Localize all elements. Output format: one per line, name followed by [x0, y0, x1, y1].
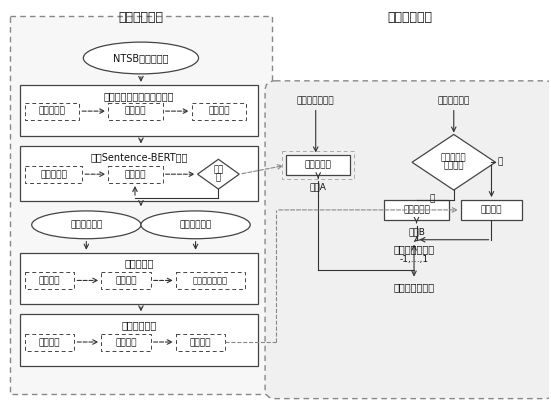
Text: 余弦相似度计算: 余弦相似度计算 [393, 245, 435, 255]
Text: 超参数设置: 超参数设置 [40, 170, 67, 179]
FancyBboxPatch shape [108, 166, 163, 183]
Polygon shape [412, 134, 495, 190]
FancyBboxPatch shape [20, 253, 258, 304]
Polygon shape [198, 159, 239, 189]
FancyBboxPatch shape [265, 81, 551, 399]
Text: 否: 否 [429, 194, 435, 203]
Text: 微调Sentence-BERT模型: 微调Sentence-BERT模型 [90, 152, 188, 162]
Text: 提取解释句: 提取解释句 [125, 259, 154, 269]
Text: 文本预处理: 文本预处理 [39, 107, 66, 115]
Text: 跨语言模型: 跨语言模型 [305, 161, 332, 170]
Text: 计算词典向量: 计算词典向量 [121, 320, 156, 330]
Text: 余弦相似度计算: 余弦相似度计算 [193, 276, 228, 286]
FancyBboxPatch shape [176, 334, 225, 351]
Text: 标签计算: 标签计算 [125, 107, 146, 115]
Text: 向量表示: 向量表示 [115, 276, 137, 286]
Text: 输出排序结果集: 输出排序结果集 [393, 282, 435, 292]
FancyBboxPatch shape [20, 146, 258, 201]
FancyBboxPatch shape [286, 155, 350, 175]
FancyBboxPatch shape [25, 273, 74, 290]
Text: 航空专业术语: 航空专业术语 [70, 220, 102, 229]
Text: 词典向量: 词典向量 [480, 205, 503, 215]
FancyBboxPatch shape [192, 103, 246, 119]
FancyBboxPatch shape [25, 334, 74, 351]
FancyBboxPatch shape [101, 334, 151, 351]
Text: 系统构建阶段: 系统构建阶段 [118, 11, 164, 24]
Text: 向量B: 向量B [408, 227, 425, 236]
FancyBboxPatch shape [101, 273, 151, 290]
FancyBboxPatch shape [10, 16, 272, 394]
Text: 实际应用阶段: 实际应用阶段 [387, 11, 433, 24]
FancyBboxPatch shape [108, 103, 163, 119]
Text: 样本选取: 样本选取 [208, 107, 230, 115]
Text: 是: 是 [498, 158, 503, 167]
Text: 模型训练: 模型训练 [125, 170, 146, 179]
Ellipse shape [141, 211, 250, 239]
Text: -1,…,1: -1,…,1 [399, 255, 429, 264]
Text: NTSB航空数据库: NTSB航空数据库 [113, 53, 169, 63]
FancyBboxPatch shape [176, 273, 245, 290]
FancyBboxPatch shape [20, 314, 258, 366]
FancyBboxPatch shape [384, 200, 449, 220]
Text: 收敛: 收敛 [213, 166, 224, 175]
Text: 报告分割: 报告分割 [39, 276, 60, 286]
Text: 中文查询语句: 中文查询语句 [437, 96, 470, 105]
Text: 英文事故报告库: 英文事故报告库 [297, 96, 334, 105]
Text: 阈值选取: 阈值选取 [39, 338, 60, 347]
Text: 发生阶段或: 发生阶段或 [441, 154, 467, 163]
Text: 对应事故报告: 对应事故报告 [180, 220, 212, 229]
Text: 词典构建: 词典构建 [115, 338, 137, 347]
FancyBboxPatch shape [20, 85, 258, 136]
FancyBboxPatch shape [25, 166, 82, 183]
Text: 跨语言模型: 跨语言模型 [403, 205, 430, 215]
Text: 事故类型: 事故类型 [444, 162, 464, 171]
Text: 向量A: 向量A [310, 182, 327, 192]
Text: 否: 否 [216, 174, 221, 183]
Ellipse shape [32, 211, 141, 239]
Text: 加权平均: 加权平均 [190, 338, 211, 347]
FancyBboxPatch shape [461, 200, 522, 220]
FancyBboxPatch shape [25, 103, 79, 119]
Ellipse shape [83, 42, 198, 74]
Text: 构建双语文本相似度数据集: 构建双语文本相似度数据集 [104, 91, 174, 101]
